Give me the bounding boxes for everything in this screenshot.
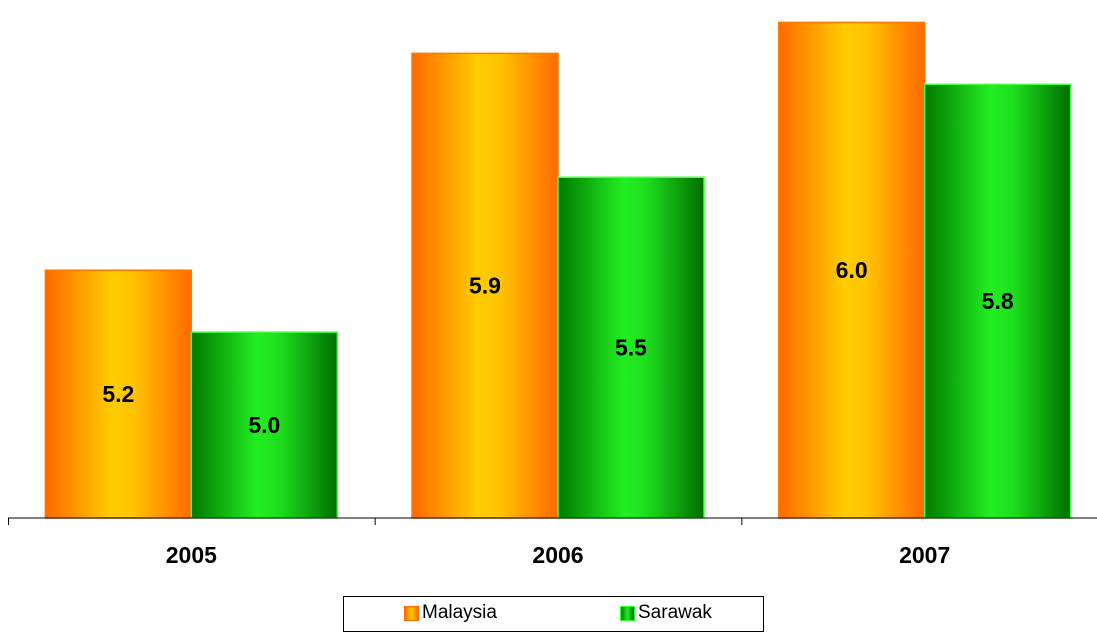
bar-malaysia-2006 xyxy=(411,52,559,519)
x-tick-label-2007: 2007 xyxy=(899,542,950,568)
data-label-malaysia-2005: 5.2 xyxy=(102,381,134,407)
data-label-sarawak-2007: 5.8 xyxy=(982,288,1014,314)
legend-label-malaysia: Malaysia xyxy=(422,602,497,623)
bar-sarawak-2005 xyxy=(190,331,339,519)
data-label-malaysia-2007: 6.0 xyxy=(836,257,868,283)
legend-swatch-sarawak xyxy=(620,605,635,621)
legend-item-malaysia: Malaysia xyxy=(404,602,497,624)
bar-malaysia-2005 xyxy=(44,269,193,519)
x-tick-label-2006: 2006 xyxy=(532,542,583,568)
data-label-sarawak-2005: 5.0 xyxy=(248,412,280,438)
bar-sarawak-2006 xyxy=(557,176,705,519)
data-label-malaysia-2006: 5.9 xyxy=(469,273,501,299)
bar-sarawak-2007 xyxy=(923,83,1072,519)
data-label-sarawak-2006: 5.5 xyxy=(615,335,647,361)
legend-swatch-malaysia xyxy=(404,605,419,621)
x-tick-label-2005: 2005 xyxy=(166,542,217,568)
legend-label-sarawak: Sarawak xyxy=(638,602,712,623)
legend: Malaysia Sarawak xyxy=(343,596,764,632)
legend-item-sarawak: Sarawak xyxy=(620,602,712,624)
bar-malaysia-2007 xyxy=(777,21,926,519)
